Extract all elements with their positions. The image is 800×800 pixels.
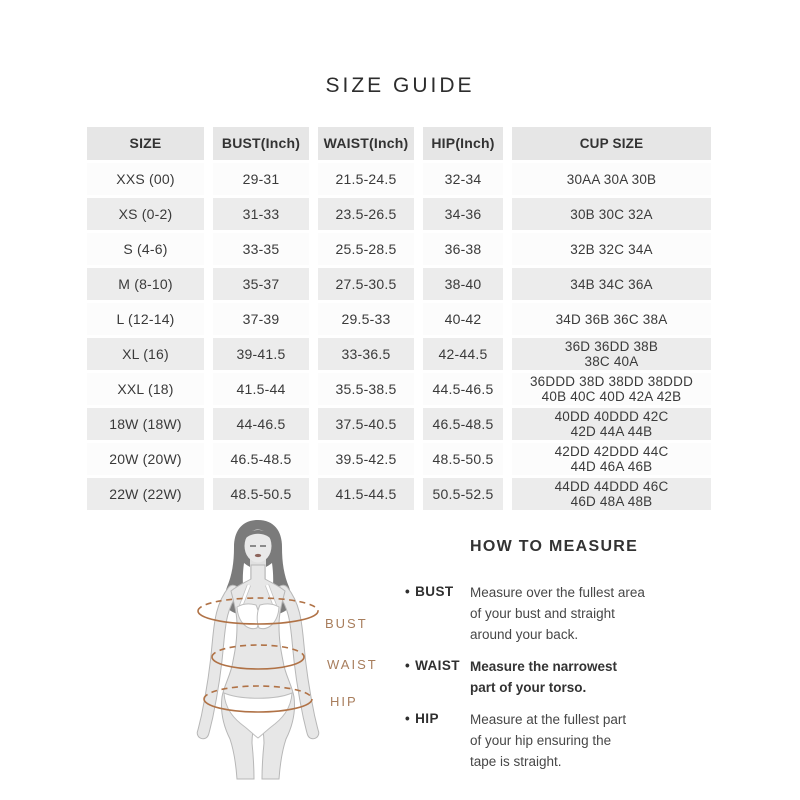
cell-hip: 46.5-48.5 — [423, 408, 503, 440]
how-to-measure-heading: HOW TO MEASURE — [470, 538, 639, 555]
table-row: L (12-14) 37-39 29.5-33 40-42 34D 36B 36… — [87, 303, 711, 335]
how-to-measure-list: • BUST Measure over the fullest area of y… — [405, 582, 647, 783]
table-row: XS (0-2) 31-33 23.5-26.5 34-36 30B 30C 3… — [87, 198, 711, 230]
cell-waist: 33-36.5 — [318, 338, 414, 370]
column-header-cup: CUP SIZE — [512, 127, 711, 160]
cell-cup: 40DD 40DDD 42C 42D 44A 44B — [512, 408, 711, 440]
measure-label-text: BUST — [415, 584, 454, 599]
cell-bust: 48.5-50.5 — [213, 478, 309, 510]
cell-size: XXL (18) — [87, 373, 204, 405]
cell-cup: 42DD 42DDD 44C 44D 46A 46B — [512, 443, 711, 475]
cell-cup: 30AA 30A 30B — [512, 163, 711, 195]
cell-bust: 35-37 — [213, 268, 309, 300]
cell-size: XS (0-2) — [87, 198, 204, 230]
cell-waist: 39.5-42.5 — [318, 443, 414, 475]
measure-item-label: • HIP — [405, 709, 470, 726]
cell-waist: 41.5-44.5 — [318, 478, 414, 510]
cell-waist: 23.5-26.5 — [318, 198, 414, 230]
figure-bust-label: BUST — [325, 616, 368, 631]
cell-cup: 44DD 44DDD 46C 46D 48A 48B — [512, 478, 711, 510]
table-header-row: SIZE BUST(Inch) WAIST(Inch) HIP(Inch) CU… — [87, 127, 711, 160]
cell-hip: 32-34 — [423, 163, 503, 195]
cell-cup: 32B 32C 34A — [512, 233, 711, 265]
column-header-hip: HIP(Inch) — [423, 127, 503, 160]
column-header-waist: WAIST(Inch) — [318, 127, 414, 160]
table-row: S (4-6) 33-35 25.5-28.5 36-38 32B 32C 34… — [87, 233, 711, 265]
cell-size: S (4-6) — [87, 233, 204, 265]
cell-bust: 29-31 — [213, 163, 309, 195]
cell-hip: 34-36 — [423, 198, 503, 230]
body-measurement-figure-illustration — [196, 520, 320, 780]
cell-waist: 25.5-28.5 — [318, 233, 414, 265]
size-chart-table: SIZE BUST(Inch) WAIST(Inch) HIP(Inch) CU… — [87, 127, 711, 513]
cell-hip: 36-38 — [423, 233, 503, 265]
cell-size: L (12-14) — [87, 303, 204, 335]
cell-bust: 44-46.5 — [213, 408, 309, 440]
measure-label-text: WAIST — [415, 658, 460, 673]
cell-size: XL (16) — [87, 338, 204, 370]
cell-bust: 46.5-48.5 — [213, 443, 309, 475]
table-row: XXS (00) 29-31 21.5-24.5 32-34 30AA 30A … — [87, 163, 711, 195]
cell-waist: 27.5-30.5 — [318, 268, 414, 300]
column-header-size: SIZE — [87, 127, 204, 160]
cell-cup: 36D 36DD 38B 38C 40A — [512, 338, 711, 370]
measure-item-bust: • BUST Measure over the fullest area of y… — [405, 582, 647, 645]
cell-waist: 29.5-33 — [318, 303, 414, 335]
cell-bust: 39-41.5 — [213, 338, 309, 370]
measure-item-hip: • HIP Measure at the fullest part of your… — [405, 709, 647, 772]
cell-size: 18W (18W) — [87, 408, 204, 440]
table-row: 22W (22W) 48.5-50.5 41.5-44.5 50.5-52.5 … — [87, 478, 711, 510]
figure-hip-label: HIP — [330, 694, 358, 709]
table-row: 20W (20W) 46.5-48.5 39.5-42.5 48.5-50.5 … — [87, 443, 711, 475]
table-row: 18W (18W) 44-46.5 37.5-40.5 46.5-48.5 40… — [87, 408, 711, 440]
bullet-icon: • — [405, 711, 411, 726]
cell-waist: 37.5-40.5 — [318, 408, 414, 440]
table-row: M (8-10) 35-37 27.5-30.5 38-40 34B 34C 3… — [87, 268, 711, 300]
cell-bust: 41.5-44 — [213, 373, 309, 405]
table-row: XXL (18) 41.5-44 35.5-38.5 44.5-46.5 36D… — [87, 373, 711, 405]
cell-bust: 33-35 — [213, 233, 309, 265]
figure-waist-label: WAIST — [327, 657, 378, 672]
column-header-bust: BUST(Inch) — [213, 127, 309, 160]
cell-hip: 48.5-50.5 — [423, 443, 503, 475]
table-row: XL (16) 39-41.5 33-36.5 42-44.5 36D 36DD… — [87, 338, 711, 370]
cell-bust: 31-33 — [213, 198, 309, 230]
cell-hip: 50.5-52.5 — [423, 478, 503, 510]
cell-cup: 34D 36B 36C 38A — [512, 303, 711, 335]
bullet-icon: • — [405, 658, 411, 673]
measure-label-text: HIP — [415, 711, 439, 726]
cell-hip: 44.5-46.5 — [423, 373, 503, 405]
cell-size: XXS (00) — [87, 163, 204, 195]
cell-hip: 38-40 — [423, 268, 503, 300]
cell-bust: 37-39 — [213, 303, 309, 335]
cell-size: 22W (22W) — [87, 478, 204, 510]
bullet-icon: • — [405, 584, 411, 599]
measure-item-description: Measure over the fullest area of your bu… — [470, 585, 645, 642]
measure-item-waist: • WAIST Measure the narrowest part of you… — [405, 656, 647, 698]
measure-item-description: Measure the narrowest part of your torso… — [470, 659, 618, 695]
cell-size: M (8-10) — [87, 268, 204, 300]
cell-size: 20W (20W) — [87, 443, 204, 475]
measure-item-label: • BUST — [405, 582, 470, 599]
cell-cup: 30B 30C 32A — [512, 198, 711, 230]
cell-waist: 21.5-24.5 — [318, 163, 414, 195]
measure-item-description: Measure at the fullest part of your hip … — [470, 712, 627, 769]
cell-hip: 42-44.5 — [423, 338, 503, 370]
measure-item-label: • WAIST — [405, 656, 470, 673]
cell-cup: 36DDD 38D 38DD 38DDD 40B 40C 40D 42A 42B — [512, 373, 711, 405]
cell-cup: 34B 34C 36A — [512, 268, 711, 300]
cell-hip: 40-42 — [423, 303, 503, 335]
page-title: SIZE GUIDE — [325, 74, 475, 97]
cell-waist: 35.5-38.5 — [318, 373, 414, 405]
